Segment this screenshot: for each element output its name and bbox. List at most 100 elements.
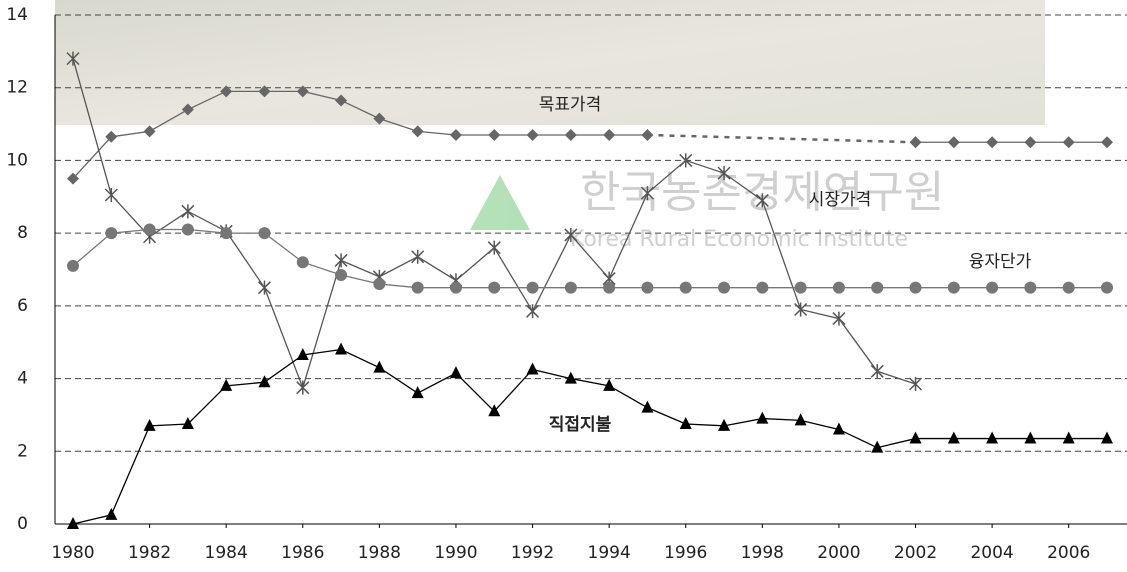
x-tick-label: 2002 bbox=[894, 543, 937, 563]
marker bbox=[450, 129, 462, 141]
marker bbox=[910, 377, 922, 391]
marker bbox=[488, 282, 500, 294]
marker bbox=[67, 260, 79, 272]
marker bbox=[795, 302, 807, 316]
marker bbox=[105, 188, 117, 202]
marker bbox=[910, 136, 922, 148]
marker bbox=[833, 312, 845, 326]
marker bbox=[756, 282, 768, 294]
marker bbox=[948, 282, 960, 294]
series-label: 융자단가 bbox=[969, 252, 1032, 272]
marker bbox=[641, 282, 653, 294]
marker bbox=[641, 401, 653, 413]
marker bbox=[718, 282, 730, 294]
watermark: 한국농촌경제연구원 Korea Rural Economic Institute bbox=[470, 167, 944, 252]
marker bbox=[297, 381, 309, 395]
marker bbox=[833, 282, 845, 294]
marker bbox=[144, 125, 156, 137]
marker bbox=[182, 417, 194, 429]
marker bbox=[297, 256, 309, 268]
series-label: 시장가격 bbox=[809, 190, 872, 210]
marker bbox=[986, 282, 998, 294]
marker bbox=[603, 129, 615, 141]
marker bbox=[450, 282, 462, 294]
marker bbox=[603, 282, 615, 294]
marker bbox=[373, 278, 385, 290]
marker bbox=[144, 224, 156, 236]
marker bbox=[1024, 282, 1036, 294]
marker bbox=[335, 342, 347, 354]
marker bbox=[1101, 136, 1113, 148]
x-tick-label: 1990 bbox=[434, 543, 477, 563]
x-tick-label: 2006 bbox=[1047, 543, 1090, 563]
chart: 한국농촌경제연구원 Korea Rural Economic Institute… bbox=[0, 0, 1127, 572]
y-tick-label: 6 bbox=[17, 296, 28, 316]
watermark-title: 한국농촌경제연구원 bbox=[580, 167, 944, 218]
x-tick-label: 2000 bbox=[817, 543, 860, 563]
marker bbox=[986, 432, 998, 444]
marker bbox=[1024, 432, 1036, 444]
marker bbox=[182, 224, 194, 236]
marker bbox=[105, 508, 117, 520]
marker bbox=[1101, 282, 1113, 294]
marker bbox=[258, 375, 270, 387]
x-tick-label: 1980 bbox=[51, 543, 94, 563]
y-tick-label: 0 bbox=[17, 514, 28, 534]
marker bbox=[220, 227, 232, 239]
series-label: 직접지불 bbox=[549, 415, 612, 435]
series-label: 목표가격 bbox=[539, 95, 602, 115]
marker bbox=[488, 241, 500, 255]
x-tick-label: 1996 bbox=[664, 543, 707, 563]
gap-bridge bbox=[647, 135, 915, 142]
x-tick-label: 1992 bbox=[511, 543, 554, 563]
y-tick-label: 8 bbox=[17, 223, 28, 243]
watermark-subtitle: Korea Rural Economic Institute bbox=[570, 227, 908, 252]
y-tick-label: 2 bbox=[17, 441, 28, 461]
watermark-logo bbox=[470, 175, 530, 230]
marker bbox=[527, 304, 539, 318]
x-tick-label: 1994 bbox=[588, 543, 631, 563]
marker bbox=[871, 364, 883, 378]
marker bbox=[335, 269, 347, 281]
marker bbox=[641, 129, 653, 141]
marker bbox=[910, 282, 922, 294]
marker bbox=[795, 413, 807, 425]
marker bbox=[1063, 282, 1075, 294]
x-tick-label: 1982 bbox=[128, 543, 171, 563]
marker bbox=[680, 282, 692, 294]
marker bbox=[182, 204, 194, 218]
marker bbox=[412, 282, 424, 294]
marker bbox=[1024, 136, 1036, 148]
marker bbox=[527, 129, 539, 141]
marker bbox=[527, 362, 539, 374]
y-tick-label: 4 bbox=[17, 369, 28, 389]
marker bbox=[680, 417, 692, 429]
marker bbox=[527, 282, 539, 294]
x-tick-label: 1986 bbox=[281, 543, 324, 563]
marker bbox=[105, 227, 117, 239]
marker bbox=[258, 281, 270, 295]
marker bbox=[1063, 432, 1075, 444]
y-tick-label: 10 bbox=[6, 150, 28, 170]
marker bbox=[565, 282, 577, 294]
x-tick-label: 2004 bbox=[970, 543, 1013, 563]
marker bbox=[910, 432, 922, 444]
marker bbox=[565, 129, 577, 141]
y-tick-label: 14 bbox=[6, 5, 28, 25]
marker bbox=[412, 250, 424, 264]
marker bbox=[1101, 432, 1113, 444]
marker bbox=[258, 227, 270, 239]
x-tick-label: 1988 bbox=[358, 543, 401, 563]
x-tick-label: 1984 bbox=[205, 543, 248, 563]
x-tick-label: 1998 bbox=[741, 543, 784, 563]
marker bbox=[986, 136, 998, 148]
marker bbox=[450, 366, 462, 378]
marker bbox=[412, 386, 424, 398]
y-tick-label: 12 bbox=[6, 78, 28, 98]
marker bbox=[948, 432, 960, 444]
marker bbox=[1063, 136, 1075, 148]
marker bbox=[335, 253, 347, 267]
marker bbox=[948, 136, 960, 148]
marker bbox=[144, 419, 156, 431]
marker bbox=[488, 129, 500, 141]
